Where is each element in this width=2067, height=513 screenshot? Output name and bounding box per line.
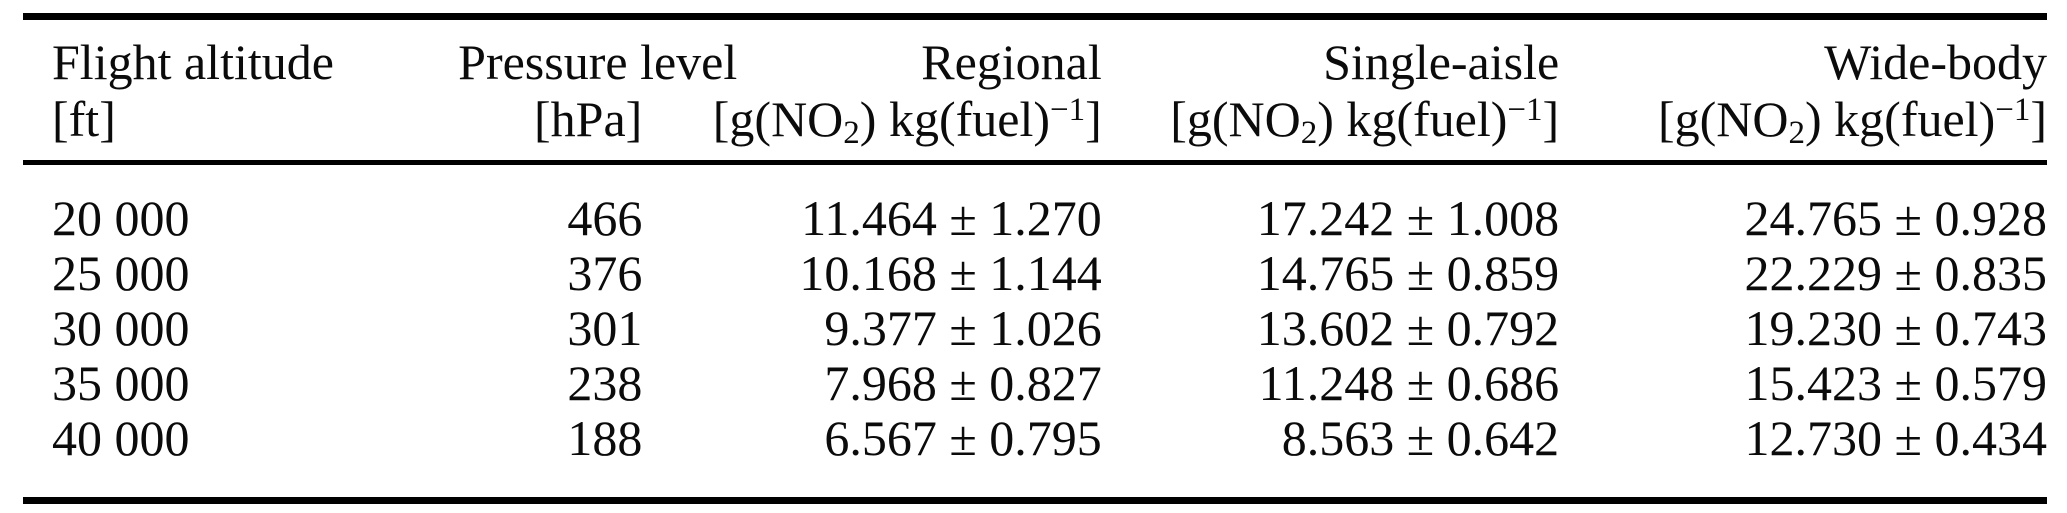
cell-altitude: 25 000 [52, 245, 190, 301]
cell-single-aisle-ei: 13.602 ± 0.792 [1256, 300, 1560, 356]
cell-wide-body-ei: 22.229 ± 0.835 [1744, 245, 2047, 301]
cell-pressure: 376 [567, 245, 643, 301]
cell-pressure: 466 [567, 190, 643, 246]
cell-regional-ei: 7.968 ± 0.827 [824, 355, 1102, 411]
unit-label-g-no2-per-kg-fuel-single-aisle: [g(NO2) kg(fuel)−1] [1170, 91, 1560, 152]
table-row: 30 000 301 9.377 ± 1.026 13.602 ± 0.792 … [23, 301, 2047, 356]
table-row: 20 000 466 11.464 ± 1.270 17.242 ± 1.008… [23, 163, 2047, 247]
cell-regional-ei: 9.377 ± 1.026 [824, 300, 1102, 356]
table-row: 25 000 376 10.168 ± 1.144 14.765 ± 0.859… [23, 246, 2047, 301]
unit-label-ft: [ft] [52, 91, 116, 147]
header-row: Flight altitude [ft] Pressure level [hPa… [23, 17, 2047, 163]
cell-regional-ei: 11.464 ± 1.270 [801, 190, 1102, 246]
cell-wide-body-ei: 24.765 ± 0.928 [1744, 190, 2047, 246]
cell-wide-body-ei: 15.423 ± 0.579 [1744, 355, 2047, 411]
column-header-single-aisle: Single-aisle [g(NO2) kg(fuel)−1] [1102, 17, 1559, 163]
table-row: 40 000 188 6.567 ± 0.795 8.563 ± 0.642 1… [23, 411, 2047, 501]
emission-index-table: Flight altitude [ft] Pressure level [hPa… [23, 13, 2047, 504]
cell-altitude: 40 000 [52, 410, 190, 466]
cell-altitude: 30 000 [52, 300, 190, 356]
column-header-wide-body: Wide-body [g(NO2) kg(fuel)−1] [1559, 17, 2047, 163]
cell-regional-ei: 10.168 ± 1.144 [799, 245, 1102, 301]
column-header-pressure-level: Pressure level [hPa] [458, 17, 738, 163]
column-label-single-aisle: Single-aisle [1323, 34, 1560, 90]
cell-pressure: 301 [567, 300, 643, 356]
unit-label-hpa: [hPa] [534, 91, 643, 147]
column-header-flight-altitude: Flight altitude [ft] [23, 17, 458, 163]
cell-wide-body-ei: 12.730 ± 0.434 [1744, 410, 2047, 466]
column-label-wide-body: Wide-body [1824, 34, 2047, 90]
cell-pressure: 188 [567, 410, 643, 466]
paper-table-region: Flight altitude [ft] Pressure level [hPa… [23, 13, 2047, 504]
table-row: 35 000 238 7.968 ± 0.827 11.248 ± 0.686 … [23, 356, 2047, 411]
cell-single-aisle-ei: 8.563 ± 0.642 [1281, 410, 1560, 466]
column-label-pressure-level: Pressure level [458, 34, 738, 90]
column-header-regional: Regional [g(NO2) kg(fuel)−1] [642, 17, 1102, 163]
cell-pressure: 238 [567, 355, 643, 411]
table-body: 20 000 466 11.464 ± 1.270 17.242 ± 1.008… [23, 163, 2047, 501]
cell-wide-body-ei: 19.230 ± 0.743 [1744, 300, 2047, 356]
unit-label-g-no2-per-kg-fuel-regional: [g(NO2) kg(fuel)−1] [712, 91, 1102, 152]
column-label-flight-altitude: Flight altitude [52, 34, 334, 90]
cell-altitude: 35 000 [52, 355, 190, 411]
cell-single-aisle-ei: 17.242 ± 1.008 [1256, 190, 1560, 246]
cell-single-aisle-ei: 14.765 ± 0.859 [1256, 245, 1560, 301]
cell-regional-ei: 6.567 ± 0.795 [824, 410, 1102, 466]
table-header: Flight altitude [ft] Pressure level [hPa… [23, 17, 2047, 163]
cell-single-aisle-ei: 11.248 ± 0.686 [1258, 355, 1560, 411]
unit-label-g-no2-per-kg-fuel-wide-body: [g(NO2) kg(fuel)−1] [1658, 91, 2047, 152]
cell-altitude: 20 000 [52, 190, 190, 246]
column-label-regional: Regional [921, 34, 1102, 90]
